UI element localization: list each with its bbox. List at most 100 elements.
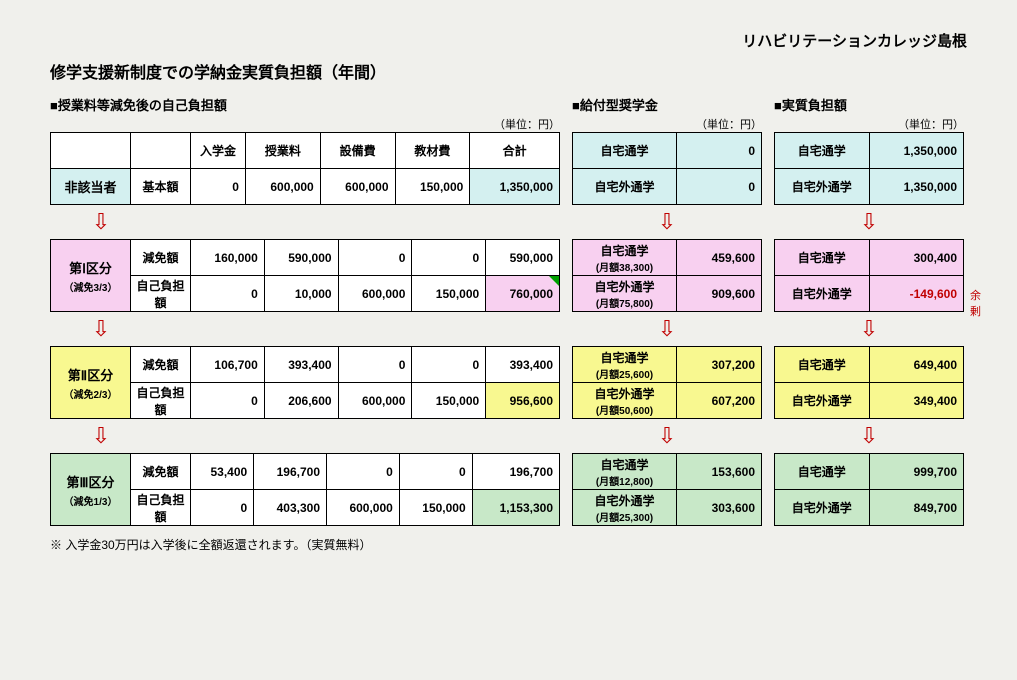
org-name: リハビリテーションカレッジ島根 bbox=[50, 30, 967, 51]
v: 196,700 bbox=[472, 454, 559, 490]
table-c1-left: 第Ⅰ区分（減免3/3） 減免額 160,000 590,000 0 0 590,… bbox=[50, 239, 560, 312]
v: 300,400 bbox=[869, 240, 964, 276]
cat-c2: 第Ⅱ区分 （減免2/3） bbox=[51, 347, 131, 419]
down-arrow-icon: ⇩ bbox=[92, 318, 110, 340]
v: 0 bbox=[191, 383, 265, 419]
hdr-nyugaku: 入学金 bbox=[191, 133, 246, 169]
down-arrow-icon: ⇩ bbox=[860, 425, 878, 447]
v: 600,000 bbox=[327, 490, 400, 526]
v: 956,600 bbox=[486, 383, 560, 419]
v: 909,600 bbox=[676, 276, 761, 312]
home: 自宅通学 bbox=[775, 347, 870, 383]
down-arrow-icon: ⇩ bbox=[658, 318, 676, 340]
table-c1-right: 自宅通学300,400 自宅外通学-149,600 bbox=[774, 239, 964, 312]
t: 自宅外通学 bbox=[594, 494, 654, 508]
down-arrow-icon: ⇩ bbox=[860, 211, 878, 233]
surplus-note: 余剰 bbox=[970, 287, 981, 319]
v: 607,200 bbox=[676, 383, 761, 419]
home: 自宅通学 bbox=[573, 133, 677, 169]
v: 0 bbox=[191, 169, 246, 205]
table-c2-left: 第Ⅱ区分 （減免2/3） 減免額 106,700 393,400 0 0 393,… bbox=[50, 346, 560, 419]
hdr-setsubi: 設備費 bbox=[320, 133, 395, 169]
v: 999,700 bbox=[869, 454, 964, 490]
table-c3-left: 第Ⅲ区分（減免1/3） 減免額 53,400 196,700 0 0 196,7… bbox=[50, 453, 560, 526]
v: 649,400 bbox=[869, 347, 964, 383]
away: 自宅外通学 bbox=[775, 276, 870, 312]
v: 160,000 bbox=[191, 240, 265, 276]
cat-c1-t: 第Ⅰ区分 bbox=[69, 261, 112, 276]
home1: 自宅通学(月額38,300) bbox=[573, 240, 677, 276]
cat-c3-t: 第Ⅲ区分 bbox=[67, 475, 115, 490]
down-arrow-icon: ⇩ bbox=[860, 318, 878, 340]
table-c2-mid: 自宅通学(月額25,600)307,200 自宅外通学(月額50,600)607… bbox=[572, 346, 762, 419]
v: 600,000 bbox=[338, 383, 412, 419]
away: 自宅外通学 bbox=[775, 169, 870, 205]
hdr-goukei: 合計 bbox=[470, 133, 560, 169]
cat-c2-t: 第Ⅱ区分 bbox=[68, 368, 113, 383]
v: 307,200 bbox=[676, 347, 761, 383]
v: 53,400 bbox=[191, 454, 254, 490]
v: 0 bbox=[399, 454, 472, 490]
v: 849,700 bbox=[869, 490, 964, 526]
down-arrow-icon: ⇩ bbox=[92, 211, 110, 233]
v: 459,600 bbox=[676, 240, 761, 276]
away: 自宅外通学 bbox=[775, 490, 870, 526]
v: 760,000 bbox=[486, 276, 560, 312]
v: 10,000 bbox=[264, 276, 338, 312]
v: 600,000 bbox=[245, 169, 320, 205]
v: 1,350,000 bbox=[869, 169, 964, 205]
cat-c1-s: （減免3/3） bbox=[51, 279, 130, 294]
footnote: ※ 入学金30万円は入学後に全額返還されます。（実質無料） bbox=[50, 536, 560, 553]
v: 393,400 bbox=[486, 347, 560, 383]
home: 自宅通学 bbox=[775, 454, 870, 490]
v: 150,000 bbox=[412, 276, 486, 312]
s: (月額50,600) bbox=[573, 402, 676, 417]
v: 0 bbox=[338, 347, 412, 383]
t: 自宅通学 bbox=[600, 351, 648, 365]
v: 0 bbox=[412, 347, 486, 383]
cat-c3: 第Ⅲ区分（減免1/3） bbox=[51, 454, 131, 526]
v: 393,400 bbox=[264, 347, 338, 383]
table-none-right: 自宅通学1,350,000 自宅外通学1,350,000 bbox=[774, 132, 964, 205]
table-none-left: 入学金 授業料 設備費 教材費 合計 非該当者 基本額 0 600,000 60… bbox=[50, 132, 560, 205]
unit-mid: （単位：円） bbox=[572, 116, 762, 130]
t: 自宅外通学 bbox=[594, 387, 654, 401]
home2: 自宅通学(月額25,600) bbox=[573, 347, 677, 383]
v: 590,000 bbox=[486, 240, 560, 276]
down-arrow-icon: ⇩ bbox=[658, 425, 676, 447]
cat-c2-s: （減免2/3） bbox=[51, 386, 130, 401]
away2: 自宅外通学(月額50,600) bbox=[573, 383, 677, 419]
s: (月額38,300) bbox=[573, 259, 676, 274]
s: (月額25,600) bbox=[573, 366, 676, 381]
v: 0 bbox=[412, 240, 486, 276]
v-neg: -149,600 bbox=[869, 276, 964, 312]
s: (月額75,800) bbox=[573, 295, 676, 310]
hdr-jugyou: 授業料 bbox=[245, 133, 320, 169]
page-title: 修学支援新制度での学納金実質負担額（年間） bbox=[50, 59, 967, 83]
row-reduce: 減免額 bbox=[131, 347, 191, 383]
away: 自宅外通学 bbox=[573, 169, 677, 205]
section-right-label: ■実質負担額 bbox=[774, 95, 964, 114]
v: 600,000 bbox=[338, 276, 412, 312]
unit-left: （単位：円） bbox=[50, 116, 560, 130]
row-self: 自己負担額 bbox=[131, 490, 191, 526]
down-arrow-icon: ⇩ bbox=[658, 211, 676, 233]
away: 自宅外通学 bbox=[775, 383, 870, 419]
v: 0 bbox=[338, 240, 412, 276]
v: 403,300 bbox=[254, 490, 327, 526]
home: 自宅通学 bbox=[775, 133, 870, 169]
cat-none: 非該当者 bbox=[51, 169, 131, 205]
v: 150,000 bbox=[399, 490, 472, 526]
cat-c1: 第Ⅰ区分 （減免3/3） bbox=[51, 240, 131, 312]
v: 0 bbox=[191, 490, 254, 526]
away1: 自宅外通学(月額75,800) bbox=[573, 276, 677, 312]
table-c2-right: 自宅通学649,400 自宅外通学349,400 bbox=[774, 346, 964, 419]
v: 153,600 bbox=[676, 454, 761, 490]
v: 0 bbox=[676, 169, 761, 205]
v: 106,700 bbox=[191, 347, 265, 383]
row-self: 自己負担額 bbox=[131, 383, 191, 419]
home: 自宅通学 bbox=[775, 240, 870, 276]
t: 自宅外通学 bbox=[594, 280, 654, 294]
s: (月額12,800) bbox=[573, 473, 676, 488]
s: (月額25,300) bbox=[573, 509, 676, 524]
